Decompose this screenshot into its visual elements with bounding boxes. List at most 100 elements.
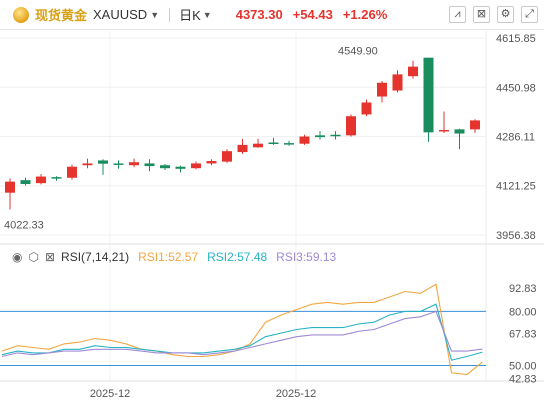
candle — [5, 178, 15, 210]
eye-icon[interactable]: ◉ — [12, 250, 23, 264]
indicator-icon[interactable]: ⊠ — [473, 6, 490, 23]
candle-body — [408, 66, 418, 77]
rsi-line-rsi1 — [1, 283, 483, 376]
candle-body — [268, 142, 279, 145]
price-tick-label: 4121.25 — [496, 181, 536, 193]
time-tick-label: 2025-12 — [276, 388, 316, 400]
candle — [175, 165, 186, 173]
candle — [67, 164, 77, 180]
low-price-label: 4022.33 — [4, 219, 44, 231]
rsi-line-rsi2 — [1, 303, 483, 361]
candle — [315, 131, 325, 140]
divider — [169, 7, 171, 22]
candle-body — [346, 116, 356, 136]
price-tick-label: 4615.85 — [496, 33, 536, 45]
candle-body — [160, 165, 170, 169]
candle — [129, 158, 139, 168]
candle — [237, 138, 248, 154]
candle-body — [98, 160, 108, 164]
price-change: +54.43 — [292, 7, 333, 22]
rsi1-value: RSI1:52.57 — [138, 250, 199, 264]
line-draw-icon[interactable]: ⩘ — [449, 6, 466, 23]
settings-icon[interactable]: ⚙ — [497, 6, 514, 23]
toolbar: ⩘ ⊠ ⚙ ⤢ — [449, 6, 538, 23]
indicator-settings-icon[interactable]: ⬡ — [28, 250, 39, 264]
gold-coin-icon — [13, 6, 29, 23]
candle-body — [191, 163, 201, 169]
symbol-dropdown-icon[interactable]: ▼ — [150, 9, 160, 20]
rsi2-value: RSI2:57.48 — [207, 250, 268, 264]
last-price: 4373.30 — [235, 7, 283, 22]
candle-body — [330, 134, 341, 137]
candle — [51, 176, 62, 181]
rsi3-value: RSI3:59.13 — [276, 250, 337, 264]
candle-body — [222, 151, 232, 162]
candle — [82, 158, 93, 169]
rsi-line-rsi3 — [1, 310, 483, 358]
symbol-code[interactable]: XAUUSD — [93, 7, 148, 22]
candle — [222, 149, 232, 163]
candle — [268, 137, 279, 145]
axis-labels: 4615.85 4450.98 4286.11 4121.25 3956.38 92.83… — [90, 33, 537, 400]
candle — [144, 159, 155, 172]
rsi-tick-label: 92.83 — [509, 283, 537, 295]
rsi-level-lines — [0, 310, 486, 367]
symbol-name[interactable]: 现货黄金 — [35, 8, 88, 23]
candle — [346, 114, 356, 137]
candle — [377, 80, 387, 103]
price-tick-label: 3956.38 — [496, 230, 536, 242]
candle — [330, 131, 341, 140]
candle-body — [36, 176, 46, 184]
price-tick-label: 4450.98 — [496, 82, 536, 94]
candle-body — [392, 74, 403, 91]
candle — [454, 128, 465, 150]
candle-body — [299, 136, 310, 144]
candle-body — [284, 143, 294, 145]
candle-body — [454, 129, 465, 134]
candle-body — [206, 161, 217, 164]
candle-body — [470, 120, 480, 130]
candle — [98, 159, 108, 175]
candle — [423, 57, 434, 142]
price-change-percent: +1.26% — [342, 7, 388, 22]
candle-body — [315, 135, 325, 138]
candle — [299, 134, 310, 145]
candle-body — [237, 144, 248, 153]
rsi-series — [1, 283, 483, 376]
candle-body — [82, 163, 93, 166]
candle-body — [439, 129, 449, 132]
candle — [20, 177, 31, 186]
candle — [36, 174, 46, 185]
fullscreen-icon[interactable]: ⤢ — [521, 6, 538, 23]
candle — [160, 164, 170, 170]
grid-lines — [0, 31, 544, 382]
candle — [408, 60, 418, 79]
candle — [191, 161, 201, 170]
rsi-name: RSI(7,14,21) — [61, 250, 130, 264]
candle — [284, 140, 294, 146]
candlestick-series — [5, 57, 480, 210]
candle-body — [51, 177, 62, 179]
high-price-label: 4549.90 — [338, 46, 378, 58]
candle — [253, 138, 263, 148]
close-indicator-icon[interactable]: ⊠ — [44, 250, 56, 264]
candle-body — [5, 181, 15, 193]
time-tick-label: 2025-12 — [90, 388, 130, 400]
candle — [439, 111, 449, 133]
candle-body — [20, 180, 31, 185]
period-selector[interactable]: 日K — [179, 8, 201, 23]
price-annotations: 4549.90 4022.33 — [4, 46, 378, 232]
price-tick-label: 4286.11 — [496, 132, 535, 144]
candle-body — [423, 57, 434, 133]
candle-body — [129, 162, 139, 166]
candle-body — [67, 166, 77, 178]
candle — [470, 119, 480, 133]
rsi-tick-label: 80.00 — [509, 306, 537, 318]
rsi-tick-label: 50.00 — [509, 361, 537, 373]
candle-body — [175, 166, 186, 169]
candle — [206, 159, 217, 166]
indicator-bar: ◉ ⬡ ⊠ RSI(7,14,21) RSI1:52.57 RSI2:57.48… — [0, 248, 336, 266]
period-dropdown-icon[interactable]: ▼ — [202, 9, 212, 20]
candle-body — [377, 82, 387, 97]
